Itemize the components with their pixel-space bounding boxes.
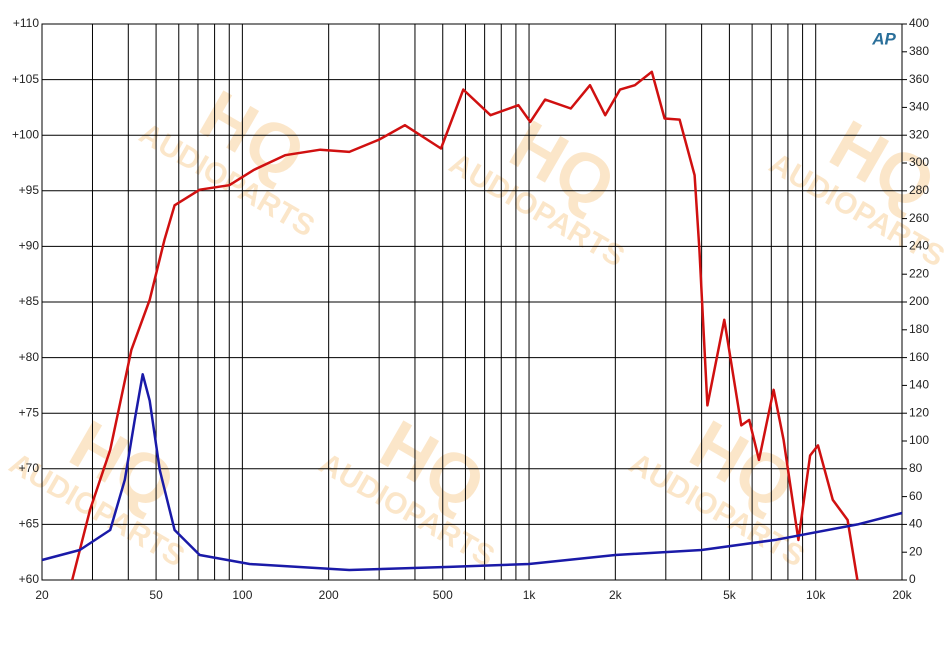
y-tick-label: +105	[12, 72, 39, 86]
x-tick-label: 10k	[806, 588, 826, 602]
y2-tick-label: 240	[909, 239, 929, 253]
y2-tick-label: 360	[909, 72, 929, 86]
y2-tick-label: 340	[909, 100, 929, 114]
series-line	[70, 70, 859, 581]
y2-tick-label: 20	[909, 544, 923, 558]
y-tick-label: +100	[12, 127, 39, 141]
x-tick-label: 20k	[892, 588, 912, 602]
y2-tick-label: 80	[909, 461, 923, 475]
y-tick-label: +95	[19, 183, 40, 197]
x-tick-label: 200	[319, 588, 339, 602]
y2-tick-label: 120	[909, 405, 929, 419]
x-tick-label: 500	[433, 588, 453, 602]
y2-tick-label: 140	[909, 378, 929, 392]
y-tick-label: +60	[19, 572, 40, 586]
y-tick-label: +110	[13, 16, 39, 30]
y2-tick-label: 320	[909, 127, 929, 141]
y-tick-label: +85	[19, 294, 40, 308]
y-tick-label: +65	[19, 517, 40, 531]
lines	[41, 70, 903, 581]
y-tick-label: +90	[19, 239, 40, 253]
y2-tick-label: 380	[909, 44, 929, 58]
x-tick-label: 100	[232, 588, 252, 602]
y2-tick-label: 0	[909, 572, 916, 586]
x-tick-label: 1k	[523, 588, 537, 602]
y-tick-label: +70	[19, 461, 40, 475]
x-tick-label: 2k	[609, 588, 623, 602]
y2-tick-label: 200	[909, 294, 929, 308]
grid	[41, 23, 903, 581]
y2-tick-label: 300	[909, 155, 929, 169]
y2-tick-label: 220	[909, 266, 929, 280]
x-tick-label: 20	[35, 588, 49, 602]
y2-tick-label: 60	[909, 489, 923, 503]
y2-tick-label: 260	[909, 211, 929, 225]
y2-tick-label: 100	[909, 433, 929, 447]
x-tick-label: 50	[149, 588, 163, 602]
y2-tick-label: 40	[909, 517, 923, 531]
y2-tick-label: 180	[909, 322, 929, 336]
y-tick-label: +75	[19, 405, 40, 419]
logo: AP	[871, 29, 896, 48]
y2-tick-label: 280	[909, 183, 929, 197]
x-tick-label: 5k	[723, 588, 737, 602]
y2-tick-label: 400	[909, 16, 929, 30]
series-line	[41, 373, 903, 572]
y2-tick-label: 160	[909, 350, 929, 364]
y-tick-label: +80	[19, 350, 40, 364]
